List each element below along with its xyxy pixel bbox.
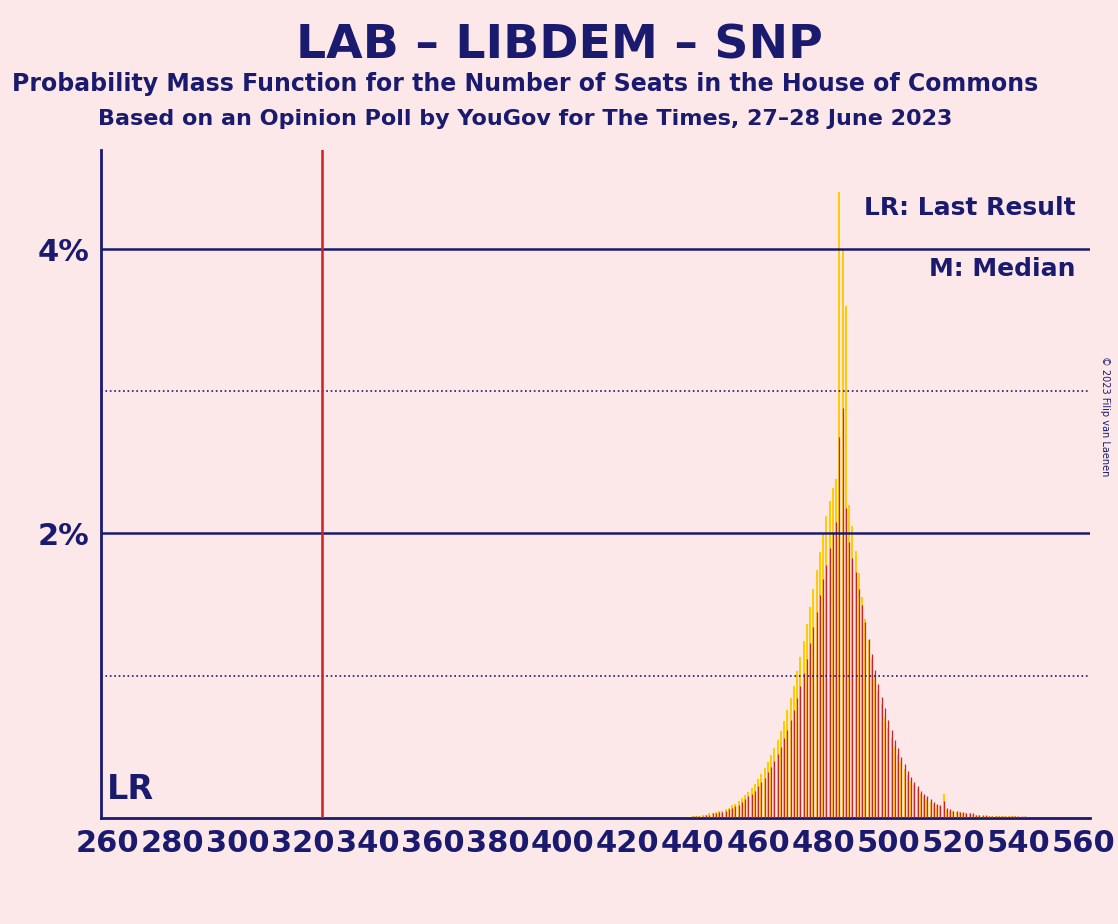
Text: LR: Last Result: LR: Last Result [863, 197, 1076, 221]
Text: Probability Mass Function for the Number of Seats in the House of Commons: Probability Mass Function for the Number… [12, 72, 1039, 96]
Text: M: Median: M: Median [929, 257, 1076, 281]
Text: Based on an Opinion Poll by YouGov for The Times, 27–28 June 2023: Based on an Opinion Poll by YouGov for T… [98, 109, 953, 129]
Text: LAB – LIBDEM – SNP: LAB – LIBDEM – SNP [295, 23, 823, 68]
Text: © 2023 Filip van Laenen: © 2023 Filip van Laenen [1100, 356, 1109, 476]
Text: LR: LR [107, 773, 154, 807]
